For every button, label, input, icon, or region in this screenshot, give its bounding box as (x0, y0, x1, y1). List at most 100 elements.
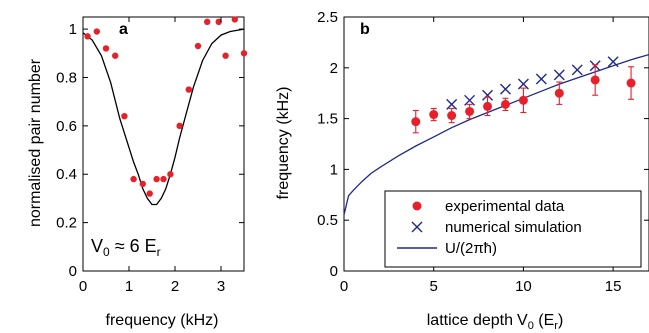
panel-b-xtick-label: 10 (515, 278, 532, 295)
legend-experimental-label: experimental data (445, 198, 565, 215)
panel-a-data-point (167, 171, 174, 178)
panel-b-simulation-cross (464, 94, 476, 106)
panel-b-xtick-label: 5 (430, 278, 438, 295)
panel-b-experimental-point (429, 110, 439, 120)
xlabel-paren-open: (E (534, 312, 554, 329)
panel-a-ytick-label: 0.6 (56, 118, 77, 135)
cross-stroke (482, 89, 494, 101)
panel-b-experimental-point (411, 117, 421, 127)
panel-a-data-point (204, 18, 211, 26)
panel-a-annotation: V0 ≈ 6 Er (91, 236, 161, 259)
panel-a-ytick-label: 0 (69, 263, 77, 280)
panel-b-analytic-curve-group (343, 53, 649, 215)
panel-a-fit-curve (82, 28, 245, 206)
panel-b-ytick-label: 2 (330, 60, 338, 77)
panel-b-label: b (360, 21, 370, 38)
panel-b-simulation-cross (607, 56, 619, 68)
panel-a-data-point (231, 16, 238, 23)
panel-b-ytick-label: 0 (330, 263, 338, 280)
legend-cross-stroke-2 (411, 221, 423, 233)
panel-a-data-point (215, 18, 222, 26)
panel-a-xtick-label: 0 (79, 278, 87, 295)
xlabel-main: lattice depth (427, 312, 513, 329)
cross-stroke (553, 69, 565, 81)
xlabel-subr: r (554, 320, 558, 332)
panel-a-data-point (176, 122, 183, 130)
panel-a-data-point (185, 86, 192, 93)
panel-b-ylabel: frequency (kHz) (275, 87, 292, 200)
panel-b-experimental-point (554, 88, 564, 98)
panel-b-xtick-label: 0 (340, 278, 348, 295)
panel-a-data-point (84, 33, 91, 40)
panel-a-data-point (121, 112, 128, 120)
panel-a-xlabel: frequency (kHz) (106, 312, 219, 329)
panel-b-analytic-curve (343, 53, 649, 215)
panel-b-simulation-cross (482, 89, 494, 101)
panel-a: 0 1 2 3 0 0.2 0.4 0.6 0.8 1 a frequency (kHz) nor… (27, 16, 248, 329)
panel-a-ytick-label: 0.2 (56, 215, 77, 232)
panel-a-ytick-label: 0.4 (56, 166, 77, 183)
panel-b-experimental-point (518, 95, 528, 105)
panel-b-experimental-point (465, 106, 475, 116)
panel-a-data-point (93, 28, 101, 35)
panel-a-data-point (153, 175, 160, 183)
panel-b-ytick-label: 2.5 (317, 9, 338, 26)
panel-b-legend: experimental data numerical simulation U… (384, 190, 642, 268)
legend-box (384, 190, 642, 268)
cross-stroke (499, 83, 511, 95)
xlabel-v: V (517, 312, 528, 329)
panel-b-ticks: 0 5 10 15 0 0.5 1 1.5 2 2.5 (317, 9, 649, 295)
panel-b-ytick-label: 1 (330, 161, 338, 178)
panel-b-experimental-point (483, 101, 493, 111)
panel-b-experimental-point (447, 111, 457, 121)
panel-a-data-point (139, 180, 146, 188)
panel-b-simulation-cross (517, 78, 529, 90)
panel-a-ylabel: normalised pair number (27, 58, 44, 227)
cross-stroke (571, 64, 583, 76)
legend-experimental-marker (412, 201, 422, 211)
panel-a-data-points (84, 16, 248, 197)
panel-b-experimental-points (411, 64, 636, 134)
panel-a-data-point (112, 52, 119, 59)
xlabel-sub0: 0 (528, 320, 534, 332)
panel-a-data-point (146, 190, 153, 197)
annotation-approx: ≈ 6 E (110, 236, 157, 256)
panel-a-ytick-label: 0.8 (56, 69, 77, 86)
cross-stroke (517, 78, 529, 90)
legend-simulation-label: numerical simulation (445, 219, 582, 236)
panel-a-axes-frame (82, 16, 245, 272)
panel-b-simulation-cross (499, 83, 511, 95)
panel-b-ytick-label: 0.5 (317, 212, 338, 229)
xlabel-paren-close: ) (558, 312, 563, 329)
panel-b-axes-box (343, 16, 649, 272)
panel-a-fit-curve-group (82, 28, 245, 206)
panel-b-simulation-cross (553, 69, 565, 81)
cross-stroke (446, 98, 458, 110)
panel-b-xtick-label: 15 (605, 278, 622, 295)
legend-analytic-label: U/(2πħ) (445, 240, 497, 257)
panel-a-axes-box (82, 16, 245, 272)
panel-b-simulation-cross (571, 64, 583, 76)
panel-a-xtick-label: 3 (217, 278, 225, 295)
cross-stroke (607, 56, 619, 68)
panel-b-ytick-label: 1.5 (317, 111, 338, 128)
panel-a-xtick-label: 1 (125, 278, 133, 295)
cross-stroke (464, 94, 476, 106)
panel-b-simulation-cross (535, 73, 547, 85)
panel-a-data-point (102, 45, 110, 52)
annotation-v: V (91, 236, 103, 256)
panel-a-data-point (160, 175, 167, 183)
panel-a-xtick-label: 2 (171, 278, 179, 295)
legend-simulation-marker (411, 221, 423, 233)
annotation-sub0: 0 (103, 245, 110, 259)
panel-b-experimental-point (590, 75, 600, 85)
panel-a-data-point (240, 50, 248, 57)
panel-b-axes-frame (343, 16, 649, 272)
panel-b-simulation-crosses (446, 56, 619, 110)
panel-b-experimental-point (500, 99, 510, 109)
panel-b-experimental-point (626, 78, 636, 88)
panel-b-simulation-cross (446, 98, 458, 110)
panel-a-data-point (194, 42, 202, 50)
panel-a-label: a (119, 21, 128, 38)
